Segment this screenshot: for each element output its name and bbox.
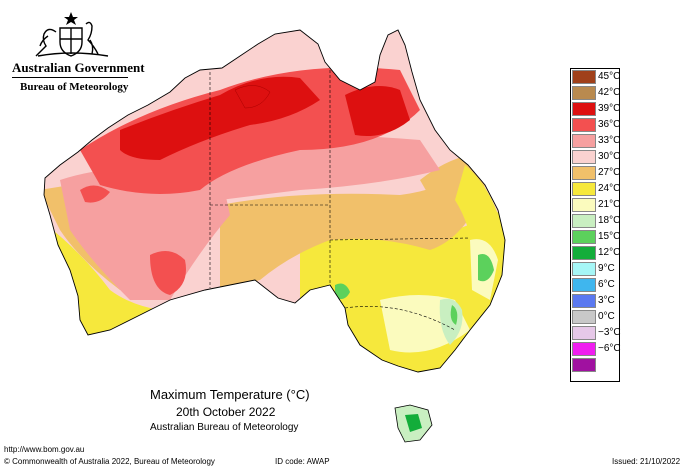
bureau-title: Bureau of Meteorology bbox=[20, 81, 129, 93]
footer-bar: © Commonwealth of Australia 2022, Bureau… bbox=[0, 455, 680, 467]
header-divider bbox=[12, 77, 128, 78]
legend-swatch bbox=[572, 166, 596, 180]
legend-swatch bbox=[572, 326, 596, 340]
legend-label: 30°C bbox=[598, 151, 621, 162]
legend-swatch bbox=[572, 86, 596, 100]
legend-swatch bbox=[572, 198, 596, 212]
legend-swatch bbox=[572, 150, 596, 164]
legend-swatch bbox=[572, 70, 596, 84]
legend-swatch bbox=[572, 342, 596, 356]
legend-swatch bbox=[572, 246, 596, 260]
map-title: Maximum Temperature (°C) bbox=[150, 387, 310, 402]
legend-swatch bbox=[572, 134, 596, 148]
legend-swatch bbox=[572, 214, 596, 228]
legend-label: 42°C bbox=[598, 87, 621, 98]
map-source: Australian Bureau of Meteorology bbox=[150, 422, 299, 433]
legend-label: 9°C bbox=[598, 263, 615, 274]
legend-label: 39°C bbox=[598, 103, 621, 114]
legend-label: 3°C bbox=[598, 295, 615, 306]
map-date: 20th October 2022 bbox=[176, 405, 276, 419]
legend-label: −3°C bbox=[598, 327, 621, 338]
legend-label: 36°C bbox=[598, 119, 621, 130]
legend-label: 24°C bbox=[598, 183, 621, 194]
coat-of-arms-logo bbox=[8, 10, 138, 100]
legend-swatch bbox=[572, 102, 596, 116]
legend-label: 27°C bbox=[598, 167, 621, 178]
legend-swatch bbox=[572, 230, 596, 244]
legend-label: 21°C bbox=[598, 199, 621, 210]
legend-swatch bbox=[572, 262, 596, 276]
legend-swatch bbox=[572, 118, 596, 132]
legend-label: 33°C bbox=[598, 135, 621, 146]
legend-swatch bbox=[572, 182, 596, 196]
government-title: Australian Government bbox=[12, 60, 145, 75]
legend-swatch bbox=[572, 294, 596, 308]
legend-label: 15°C bbox=[598, 231, 621, 242]
legend-label: 12°C bbox=[598, 247, 621, 258]
temperature-legend: 45°C 42°C 39°C 36°C 33°C 30°C 27°C 24°C 21°C 18°C… bbox=[570, 68, 621, 382]
legend-swatch bbox=[572, 278, 596, 292]
legend-swatch bbox=[572, 310, 596, 324]
legend-label: 0°C bbox=[598, 311, 615, 322]
issued-date: Issued: 21/10/2022 bbox=[612, 457, 680, 466]
legend-label: −6°C bbox=[598, 343, 621, 354]
legend-label: 18°C bbox=[598, 215, 621, 226]
id-code: ID code: AWAP bbox=[275, 457, 330, 466]
copyright-text: © Commonwealth of Australia 2022, Bureau… bbox=[4, 457, 215, 466]
legend-label: 45°C bbox=[598, 71, 621, 82]
legend-swatch bbox=[572, 358, 596, 372]
legend-label: 6°C bbox=[598, 279, 615, 290]
bom-url: http://www.bom.gov.au bbox=[4, 445, 85, 454]
